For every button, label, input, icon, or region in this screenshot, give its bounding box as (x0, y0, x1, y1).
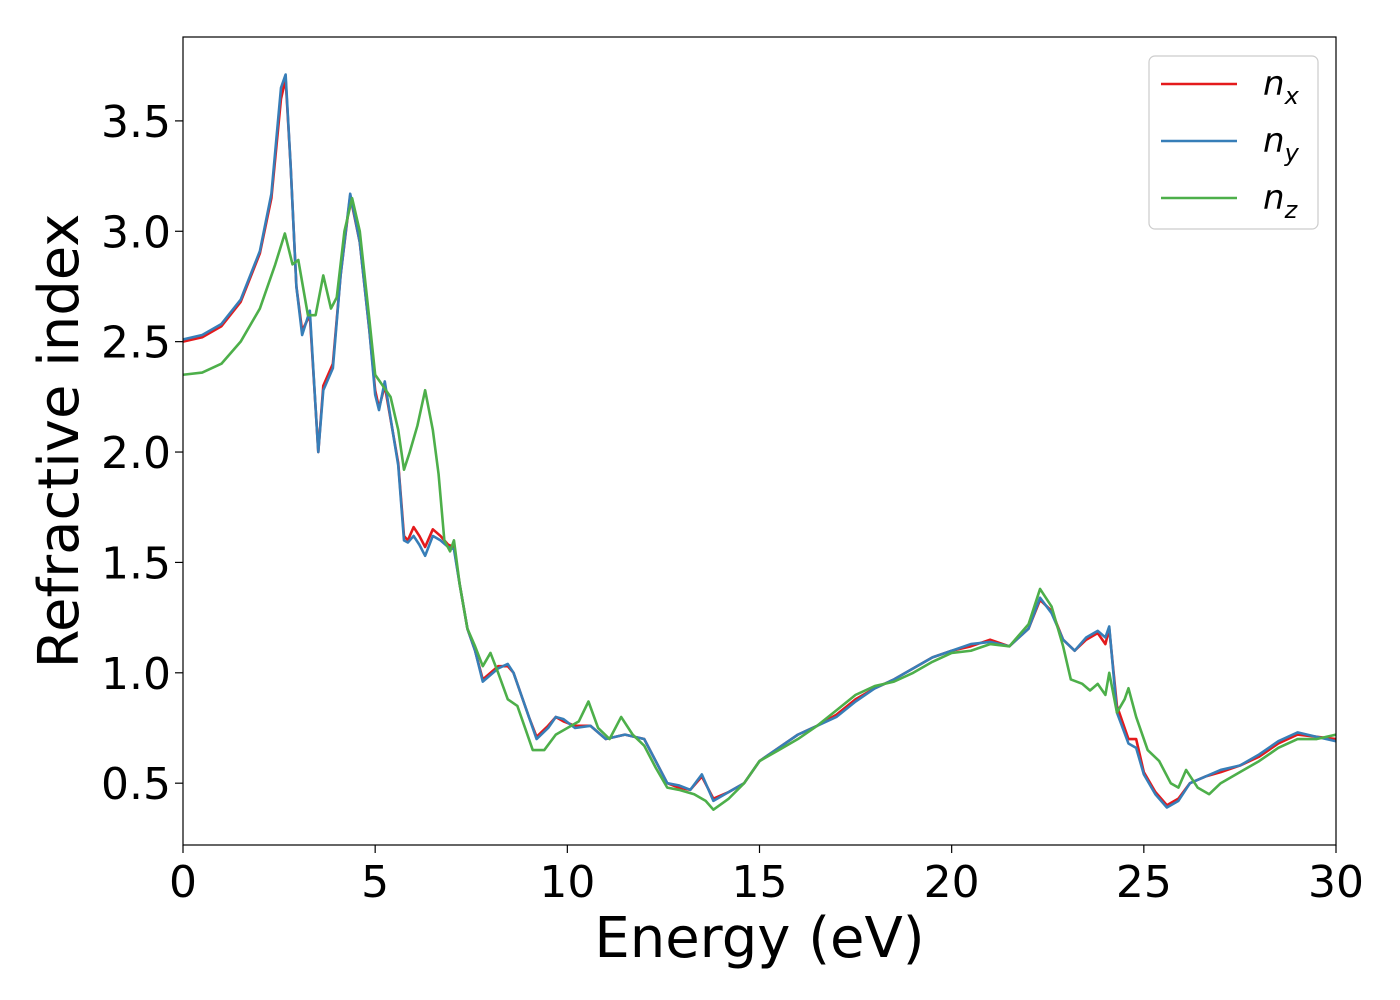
y-tick-label: 1.0 (101, 649, 171, 700)
y-tick-label: 2.5 (101, 318, 171, 369)
legend-label-main: n (1263, 64, 1285, 104)
y-tick-label: 0.5 (101, 759, 171, 810)
legend-box (1148, 55, 1319, 230)
y-axis-label: Refractive index (27, 214, 92, 669)
y-tick-label: 3.5 (101, 97, 171, 148)
x-tick-label: 10 (539, 857, 595, 908)
x-axis-ticks: 0 5 10 15 20 25 30 (169, 845, 1364, 908)
x-tick-label: 0 (169, 857, 197, 908)
y-axis-ticks: 0.5 1.0 1.5 2.0 2.5 3.0 3.5 (101, 97, 183, 810)
legend-label-y: ny (1263, 121, 1300, 167)
legend-label-subscript: x (1284, 82, 1300, 110)
legend-label-z: nz (1263, 178, 1299, 224)
y-tick-label: 3.0 (101, 207, 171, 258)
x-tick-label: 25 (1116, 857, 1172, 908)
x-tick-label: 30 (1308, 857, 1364, 908)
legend-label-subscript: z (1284, 196, 1299, 224)
x-tick-label: 15 (732, 857, 788, 908)
x-tick-label: 5 (361, 857, 389, 908)
y-tick-label: 1.5 (101, 538, 171, 589)
legend-label-main: n (1263, 121, 1285, 161)
series-line-z (183, 196, 1336, 811)
x-tick-label: 20 (924, 857, 980, 908)
legend-label-x: nx (1263, 64, 1300, 110)
legend-label-main: n (1263, 178, 1285, 218)
series-line-y (183, 73, 1336, 809)
y-tick-label: 2.0 (101, 428, 171, 479)
plot-lines (183, 73, 1336, 811)
x-axis-label: Energy (eV) (594, 906, 924, 971)
legend-label-subscript: y (1284, 139, 1300, 167)
